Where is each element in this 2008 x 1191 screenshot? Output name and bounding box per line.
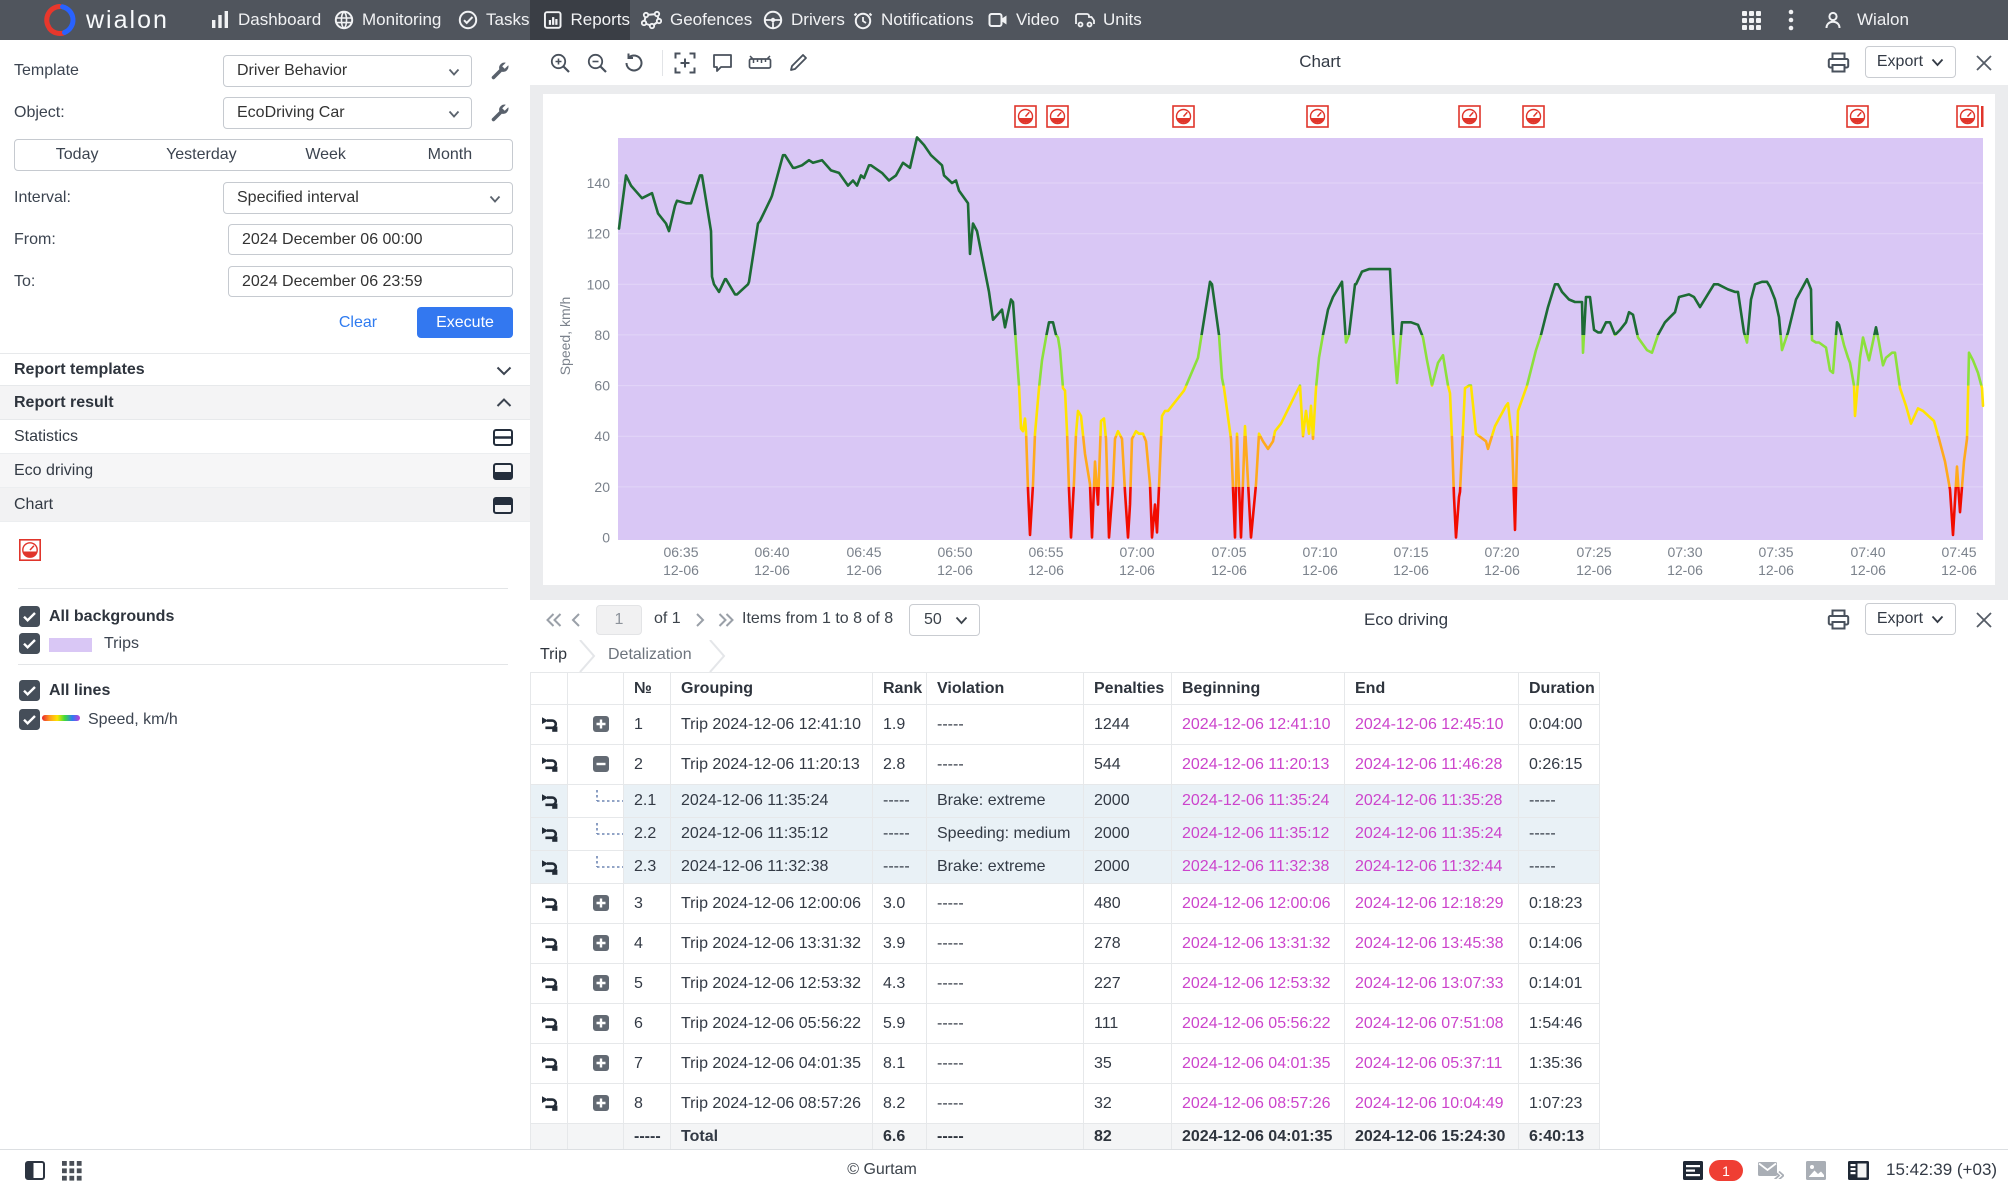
svg-text:12-06: 12-06 xyxy=(937,562,973,578)
svg-text:07:35: 07:35 xyxy=(1758,544,1793,560)
svg-text:12-06: 12-06 xyxy=(1211,562,1247,578)
svg-text:06:40: 06:40 xyxy=(754,544,789,560)
svg-text:12-06: 12-06 xyxy=(846,562,882,578)
svg-text:12-06: 12-06 xyxy=(1484,562,1520,578)
svg-text:07:45: 07:45 xyxy=(1941,544,1976,560)
svg-text:100: 100 xyxy=(587,276,611,292)
svg-text:80: 80 xyxy=(594,327,610,343)
svg-text:12-06: 12-06 xyxy=(1758,562,1794,578)
svg-text:12-06: 12-06 xyxy=(1119,562,1155,578)
svg-text:0: 0 xyxy=(602,530,610,546)
svg-text:12-06: 12-06 xyxy=(1850,562,1886,578)
svg-text:07:20: 07:20 xyxy=(1484,544,1519,560)
svg-text:12-06: 12-06 xyxy=(663,562,699,578)
svg-text:12-06: 12-06 xyxy=(1028,562,1064,578)
svg-text:60: 60 xyxy=(594,378,610,394)
svg-text:12-06: 12-06 xyxy=(1576,562,1612,578)
svg-text:07:10: 07:10 xyxy=(1302,544,1337,560)
svg-text:12-06: 12-06 xyxy=(1393,562,1429,578)
svg-text:07:05: 07:05 xyxy=(1211,544,1246,560)
svg-text:06:45: 06:45 xyxy=(846,544,881,560)
svg-text:12-06: 12-06 xyxy=(1667,562,1703,578)
svg-text:06:50: 06:50 xyxy=(937,544,972,560)
svg-text:07:00: 07:00 xyxy=(1119,544,1154,560)
svg-text:07:30: 07:30 xyxy=(1667,544,1702,560)
svg-text:Speed, km/h: Speed, km/h xyxy=(557,297,573,376)
svg-text:07:15: 07:15 xyxy=(1393,544,1428,560)
svg-text:07:40: 07:40 xyxy=(1850,544,1885,560)
svg-text:140: 140 xyxy=(587,175,611,191)
svg-text:40: 40 xyxy=(594,428,610,444)
svg-text:120: 120 xyxy=(587,226,611,242)
svg-text:12-06: 12-06 xyxy=(1941,562,1977,578)
svg-text:12-06: 12-06 xyxy=(1302,562,1338,578)
svg-text:06:55: 06:55 xyxy=(1028,544,1063,560)
svg-text:06:35: 06:35 xyxy=(663,544,698,560)
svg-text:12-06: 12-06 xyxy=(754,562,790,578)
svg-text:07:25: 07:25 xyxy=(1576,544,1611,560)
svg-text:20: 20 xyxy=(594,479,610,495)
